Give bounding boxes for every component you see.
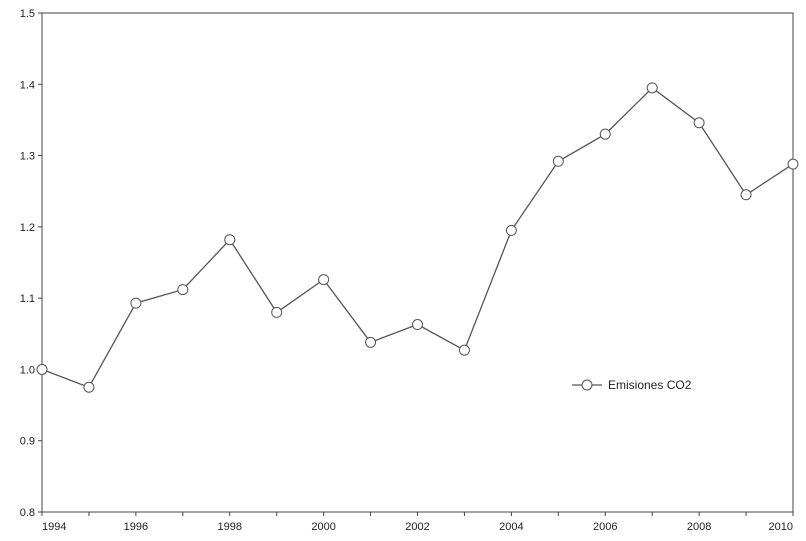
y-tick-label: 1.5	[20, 8, 35, 20]
legend-label: Emisiones CO2	[608, 378, 692, 392]
data-point	[36, 363, 48, 375]
x-tick-label: 2008	[687, 521, 711, 533]
x-tick-label: 2000	[311, 521, 335, 533]
data-point	[787, 158, 799, 170]
y-axis: 0.8 0.9 1.0 1.1 1.2 1.3 1.4 1.5	[20, 8, 42, 519]
series-points	[36, 82, 799, 393]
data-point	[505, 224, 517, 236]
data-point	[740, 189, 752, 201]
data-point	[693, 117, 705, 129]
x-tick-label: 2006	[593, 521, 617, 533]
data-point	[130, 297, 142, 309]
data-point	[83, 381, 95, 393]
y-tick-label: 1.3	[20, 151, 35, 163]
x-tick-label: 1994	[42, 521, 66, 533]
y-tick-label: 1.1	[20, 293, 35, 305]
x-tick-label: 1998	[218, 521, 242, 533]
legend: Emisiones CO2	[572, 378, 692, 392]
x-tick-label: 2010	[769, 521, 793, 533]
y-tick-label: 0.9	[20, 436, 35, 448]
y-tick-label: 0.8	[20, 507, 35, 519]
data-point	[458, 344, 470, 356]
data-point	[318, 274, 330, 286]
series-line-emisiones-co2	[41, 87, 794, 389]
legend-marker-swatch	[581, 379, 593, 391]
y-tick-label: 1.2	[20, 222, 35, 234]
data-point	[646, 82, 658, 94]
data-point	[599, 128, 611, 140]
data-point	[271, 306, 283, 318]
plot-frame	[41, 12, 794, 513]
x-tick-label: 2002	[405, 521, 429, 533]
x-tick-label: 2004	[499, 521, 523, 533]
x-tick-label: 1996	[124, 521, 148, 533]
y-tick-label: 1.0	[20, 364, 35, 376]
data-point	[412, 319, 423, 331]
data-point	[224, 234, 236, 246]
data-point	[552, 155, 564, 167]
y-tick-label: 1.4	[20, 79, 35, 91]
data-point	[177, 284, 189, 296]
x-axis: 1994 1996 1998 2000 2002 2004 2006 2008 2010	[41, 512, 794, 533]
data-point	[365, 336, 377, 348]
